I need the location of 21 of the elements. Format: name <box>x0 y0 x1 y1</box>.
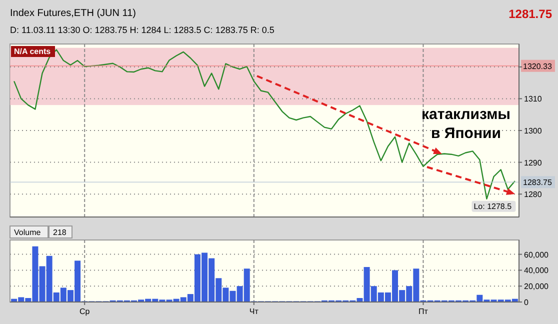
annotation: Lo: 1278.5 <box>474 202 512 211</box>
annotation: N/A cents <box>14 47 52 56</box>
x-tick-label: Чт <box>249 307 259 316</box>
y-tick-label: 0 <box>524 298 529 307</box>
y-tick-label: 1290 <box>524 158 542 168</box>
text: Volume <box>14 228 42 237</box>
y-tick-label: 20,000 <box>524 282 550 292</box>
y-tick-label: 1300 <box>524 126 542 136</box>
text: 1281.75 <box>508 7 552 21</box>
annotation: катаклизмы в Японии <box>422 106 510 142</box>
ref-line-label: 1320.33 <box>523 62 552 71</box>
chart-subtitle: D: 11.03.11 13:30 O: 1283.75 H: 1284 L: 1283.5 C: 1283.75 R: 0.5 <box>10 25 274 35</box>
ref-line-label: 1283.75 <box>523 178 552 188</box>
y-tick-label: 40,000 <box>524 266 550 276</box>
text: 218 <box>53 228 67 237</box>
chart-title: Index Futures,ETH (JUN 11) <box>10 8 136 19</box>
y-tick-label: 60,000 <box>524 250 550 260</box>
x-tick-label: Пт <box>418 307 428 316</box>
x-tick-label: Ср <box>79 307 90 316</box>
y-tick-label: 1280 <box>524 190 542 200</box>
y-tick-label: 1310 <box>524 94 542 104</box>
